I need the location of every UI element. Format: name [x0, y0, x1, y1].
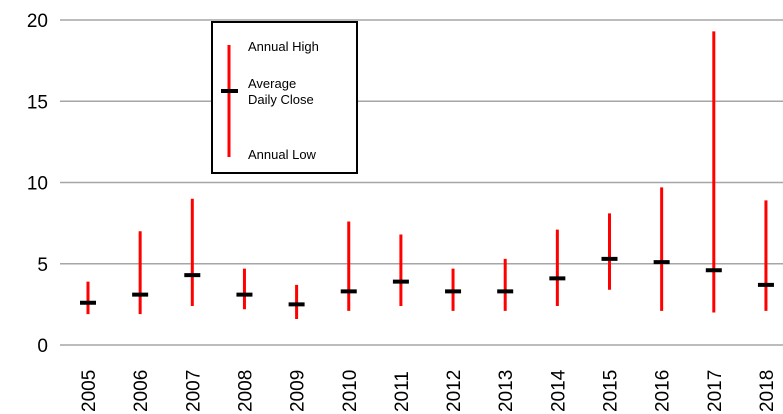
x-tick-labels: 2005 2006 2007 2008 2009 2010 2011 2012 2013 2014… — [79, 369, 778, 412]
legend-close-label-line2: Daily Close — [248, 92, 314, 107]
x-tick-label-2009: 2009 — [288, 370, 309, 412]
y-tick-label-20: 20 — [27, 11, 48, 32]
legend-box — [211, 21, 358, 174]
x-tick-label-2012: 2012 — [444, 370, 465, 412]
y-tick-label-10: 10 — [27, 174, 48, 195]
x-tick-label-2005: 2005 — [79, 370, 100, 412]
legend-low-label: Annual Low — [248, 147, 317, 162]
x-tick-label-2008: 2008 — [235, 370, 256, 412]
x-tick-label-2014: 2014 — [548, 369, 569, 412]
legend: Annual High Average Daily Close Annual L… — [211, 21, 358, 174]
legend-close-label-line1: Average — [248, 76, 296, 91]
x-tick-label-2016: 2016 — [653, 370, 674, 412]
x-tick-label-2010: 2010 — [340, 370, 361, 412]
y-tick-label-15: 15 — [27, 92, 48, 113]
x-tick-label-2011: 2011 — [392, 371, 413, 412]
x-tick-label-2013: 2013 — [496, 370, 517, 412]
x-tick-label-2018: 2018 — [757, 370, 778, 412]
x-tick-label-2007: 2007 — [183, 370, 204, 412]
y-tick-label-0: 0 — [37, 336, 48, 357]
x-tick-label-2006: 2006 — [131, 370, 152, 412]
grid-lines — [60, 19, 783, 346]
x-tick-label-2017: 2017 — [705, 370, 726, 412]
close-markers — [80, 256, 774, 307]
y-tick-label-5: 5 — [37, 255, 48, 276]
y-tick-labels: 0 5 10 15 20 — [27, 11, 48, 357]
x-tick-label-2015: 2015 — [601, 370, 622, 412]
legend-high-label: Annual High — [248, 39, 319, 54]
